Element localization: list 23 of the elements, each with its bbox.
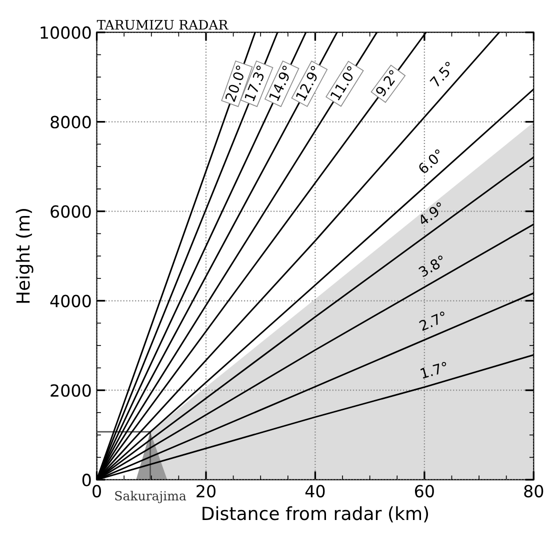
annotation: 1.7°: [420, 361, 448, 379]
y-tick-label: 6000: [50, 205, 91, 218]
y-tick-label: 4000: [50, 294, 91, 308]
x-tick-label: 80: [524, 484, 544, 498]
annotation: 12.9°: [295, 65, 322, 102]
annotation: 17.3°: [244, 65, 268, 102]
x-tick-label: 40: [305, 484, 325, 498]
y-axis-title: Height (m): [16, 209, 34, 303]
x-tick-label: 0: [92, 484, 101, 498]
annotation: 6.0°: [417, 148, 444, 174]
x-tick-label: 20: [196, 484, 216, 498]
chart-title: TARUMIZU RADAR: [96, 20, 228, 30]
x-axis-title: Distance from radar (km): [202, 506, 428, 522]
y-tick-label: 10000: [40, 26, 91, 39]
annotation: Sakurajima: [115, 490, 186, 504]
y-tick-label: 2000: [50, 384, 91, 397]
y-tick-label: 8000: [50, 116, 91, 128]
annotation: 3.8°: [418, 254, 446, 278]
x-tick-label: 60: [414, 484, 434, 498]
annotation: 4.9°: [417, 202, 446, 226]
annotation: 14.9°: [268, 65, 293, 102]
y-tick-label: 0: [82, 474, 91, 486]
annotation: 2.7°: [418, 310, 448, 331]
